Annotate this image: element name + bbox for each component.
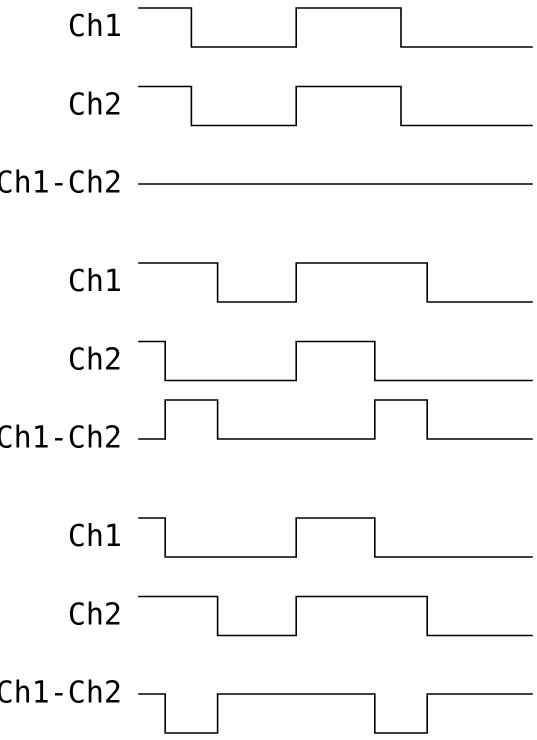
signal-waveform <box>138 85 533 127</box>
signal-label: Ch2 <box>68 343 122 378</box>
signal-waveform <box>138 262 533 303</box>
signal-label: Ch1 <box>68 519 122 554</box>
waveform-group-1: Ch1 Ch2 Ch1-Ch2 <box>0 7 533 201</box>
signal-label: Ch1 <box>68 264 122 299</box>
signal-waveform <box>138 517 533 558</box>
signal-label: Ch1-Ch2 <box>0 166 122 201</box>
signal-waveform <box>138 399 533 440</box>
signal-label: Ch1 <box>68 9 122 44</box>
signal-waveform <box>138 693 533 734</box>
signal-label: Ch2 <box>68 598 122 633</box>
signal-waveform <box>138 595 533 637</box>
signal-waveform <box>138 340 533 382</box>
waveform-group-2: Ch1 Ch2 Ch1-Ch2 <box>0 262 533 456</box>
signal-waveform <box>138 7 533 48</box>
waveform-group-3: Ch1 Ch2 Ch1-Ch2 <box>0 517 533 734</box>
signal-label: Ch2 <box>68 88 122 123</box>
signal-label: Ch1-Ch2 <box>0 421 122 456</box>
signal-label: Ch1-Ch2 <box>0 676 122 711</box>
